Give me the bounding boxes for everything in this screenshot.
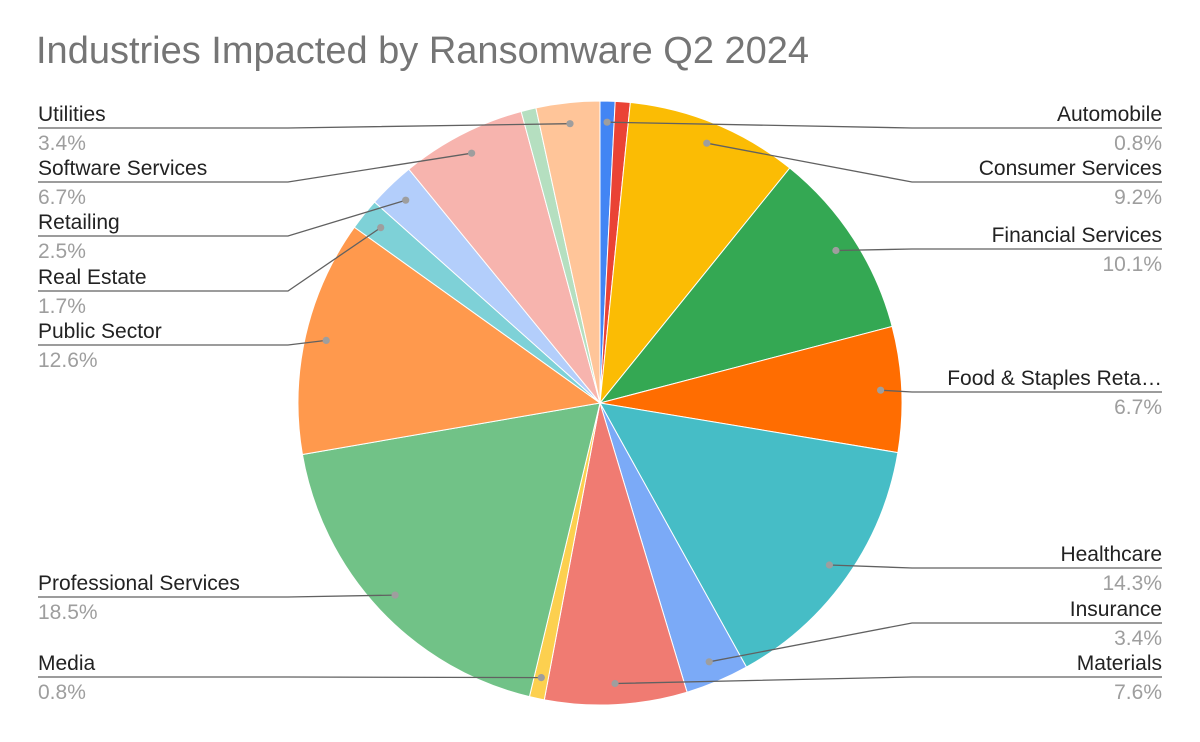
slice-value-insurance: 3.4% xyxy=(1114,627,1162,650)
pie-slice-professional-services xyxy=(301,402,601,698)
pie-slice-healthcare xyxy=(599,402,899,668)
leader-line-utilities xyxy=(38,123,571,129)
leader-line-healthcare xyxy=(829,564,1162,569)
pie-slice-utilities xyxy=(535,100,601,404)
slice-label-automobile: Automobile xyxy=(1057,103,1162,126)
pie-slice-financial-services xyxy=(598,167,893,404)
slice-label-insurance: Insurance xyxy=(1070,598,1162,621)
leader-dot-media xyxy=(537,674,545,682)
slice-value-public-sector: 12.6% xyxy=(38,349,98,372)
leader-line-financial-services xyxy=(835,248,1162,252)
slice-value-food-and-staples-retailing: 6.7% xyxy=(1114,396,1162,419)
leader-line-automobile xyxy=(607,121,1162,129)
slice-value-utilities: 3.4% xyxy=(38,132,86,155)
slice-label-real-estate: Real Estate xyxy=(38,266,147,289)
leader-dot-food-and-staples-retailing xyxy=(877,386,885,394)
leader-dot-public-sector xyxy=(322,336,330,344)
leader-line-insurance xyxy=(709,622,1162,663)
leader-dot-automobile xyxy=(603,118,611,126)
leader-line-retailing xyxy=(38,199,406,237)
slice-label-public-sector: Public Sector xyxy=(38,320,162,343)
leader-dot-consumer-services xyxy=(703,139,711,147)
leader-dot-real-estate xyxy=(377,224,385,232)
slice-label-consumer-services: Consumer Services xyxy=(979,157,1162,180)
leader-line-consumer-services xyxy=(706,142,1162,183)
slice-label-professional-services: Professional Services xyxy=(38,572,240,595)
pie-slices xyxy=(297,100,903,706)
leader-line-public-sector xyxy=(38,339,327,346)
leader-dot-materials xyxy=(611,679,619,688)
slice-label-software-services: Software Services xyxy=(38,157,207,180)
slice-label-materials: Materials xyxy=(1077,652,1162,675)
leader-line-food-and-staples-retailing xyxy=(880,389,1162,393)
chart-title: Industries Impacted by Ransomware Q2 202… xyxy=(36,30,810,72)
leader-line-media xyxy=(38,676,542,679)
slice-label-food-and-staples-retailing: Food & Staples Reta… xyxy=(947,367,1162,390)
leader-dot-utilities xyxy=(566,120,574,128)
leader-dot-insurance xyxy=(705,658,713,666)
slice-label-media: Media xyxy=(38,652,96,675)
leader-dot-retailing xyxy=(402,196,410,204)
slice-value-media: 0.8% xyxy=(38,681,86,704)
slice-label-utilities: Utilities xyxy=(38,103,106,126)
slice-label-retailing: Retailing xyxy=(38,211,120,234)
leader-line-software-services xyxy=(38,152,472,183)
leader-line-professional-services xyxy=(38,594,396,598)
leader-dot-professional-services xyxy=(391,591,399,599)
slice-value-consumer-services: 9.2% xyxy=(1114,186,1162,209)
slice-label-financial-services: Financial Services xyxy=(992,224,1162,247)
slice-value-healthcare: 14.3% xyxy=(1102,572,1162,595)
slice-label-healthcare: Healthcare xyxy=(1060,543,1162,566)
pie-slice-materials xyxy=(543,402,688,706)
slice-value-retailing: 2.5% xyxy=(38,240,86,263)
leader-line-real-estate xyxy=(38,227,382,292)
slice-value-professional-services: 18.5% xyxy=(38,601,98,624)
leader-dot-software-services xyxy=(468,149,476,157)
leader-lines xyxy=(38,118,1162,688)
pie-slice-food-and-staples-retailing xyxy=(599,325,903,454)
pie-slice-software-services xyxy=(408,110,601,404)
slice-value-real-estate: 1.7% xyxy=(38,295,86,318)
slice-value-software-services: 6.7% xyxy=(38,186,86,209)
leader-dot-healthcare xyxy=(825,561,834,569)
leader-line-materials xyxy=(614,676,1162,685)
leader-dot-financial-services xyxy=(832,246,840,255)
slice-value-automobile: 0.8% xyxy=(1114,132,1162,155)
slice-value-materials: 7.6% xyxy=(1114,681,1162,704)
pie-slice-public-sector xyxy=(297,226,602,456)
slice-value-financial-services: 10.1% xyxy=(1102,253,1162,276)
